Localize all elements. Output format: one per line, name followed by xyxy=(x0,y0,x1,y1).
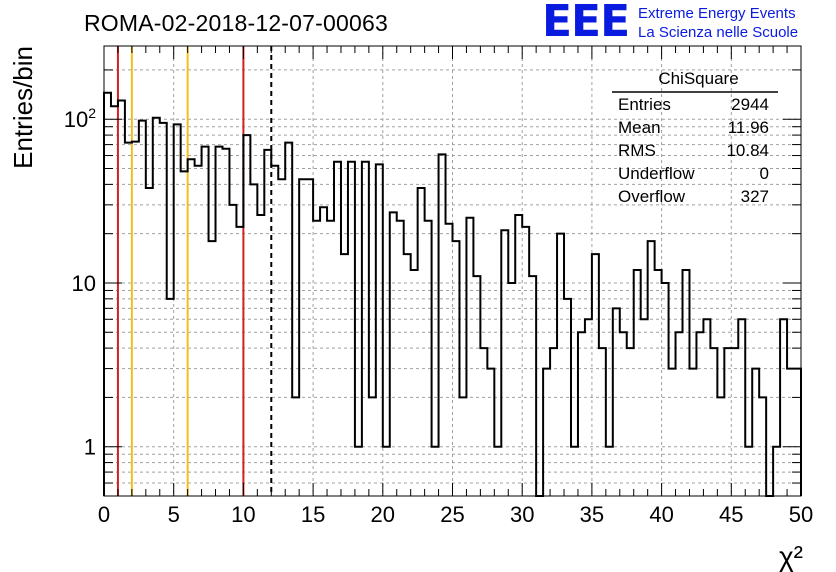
y-axis-title: Entries/bin xyxy=(8,46,38,169)
stats-label: Entries xyxy=(618,95,671,114)
stats-label: Mean xyxy=(618,118,661,137)
stats-label: Underflow xyxy=(618,164,695,183)
grid-layer xyxy=(104,46,801,496)
x-axis-title: χ² xyxy=(779,541,803,572)
stats-value: 11.96 xyxy=(728,118,769,137)
histogram-series xyxy=(103,91,802,497)
stats-value: 327 xyxy=(741,187,769,206)
x-tick-label: 40 xyxy=(649,502,673,527)
logo-text-line1: Extreme Energy Events xyxy=(638,5,796,22)
x-tick-label: 35 xyxy=(580,502,604,527)
x-tick-label: 15 xyxy=(301,502,325,527)
logo-text-line2: La Scienza nelle Scuole xyxy=(638,24,799,41)
x-tick-label: 20 xyxy=(371,502,395,527)
x-tick-label: 5 xyxy=(168,502,180,527)
stats-value: 10.84 xyxy=(726,141,769,160)
stats-name: ChiSquare xyxy=(658,69,738,88)
x-tick-label: 25 xyxy=(440,502,464,527)
stats-value: 2944 xyxy=(731,95,769,114)
x-tick-label: 10 xyxy=(231,502,255,527)
reference-lines xyxy=(116,46,273,496)
eee-logo-mark: EEE xyxy=(542,0,630,47)
histogram-layer xyxy=(103,91,802,497)
stats-label: Overflow xyxy=(618,187,686,206)
stats-label: RMS xyxy=(618,141,656,160)
x-tick-label: 0 xyxy=(98,502,110,527)
y-tick-label: 102 xyxy=(64,105,96,132)
stats-box: ChiSquare Entries 2944 Mean 11.96 RMS 10.84 Und… xyxy=(612,69,778,206)
y-tick-label: 1 xyxy=(84,435,96,460)
stats-value: 0 xyxy=(760,164,769,183)
y-tick-exponent: 2 xyxy=(88,105,96,121)
x-tick-label: 50 xyxy=(789,502,813,527)
x-tick-label: 45 xyxy=(719,502,743,527)
plot-title: ROMA-02-2018-12-07-00063 xyxy=(84,10,388,36)
x-tick-label: 30 xyxy=(510,502,534,527)
y-tick-label: 10 xyxy=(72,271,96,296)
